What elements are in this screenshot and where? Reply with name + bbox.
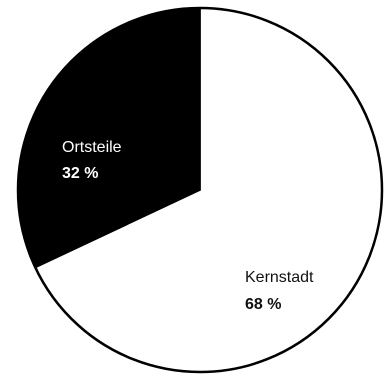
slice-value-kernstadt: 68 %	[245, 296, 281, 313]
slice-value-ortsteile: 32 %	[62, 165, 98, 182]
pie-outline	[16, 6, 384, 374]
slice-label-ortsteile: Ortsteile	[62, 139, 122, 156]
slice-label-kernstadt: Kernstadt	[245, 269, 314, 286]
pie-slices	[17, 7, 383, 373]
